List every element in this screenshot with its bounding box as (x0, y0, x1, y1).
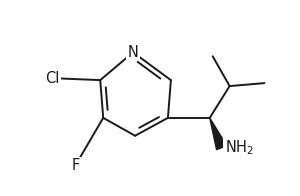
Text: NH$_2$: NH$_2$ (225, 138, 253, 157)
Text: N: N (128, 45, 139, 60)
Text: Cl: Cl (45, 71, 60, 86)
Text: F: F (71, 158, 80, 173)
Polygon shape (210, 118, 227, 150)
